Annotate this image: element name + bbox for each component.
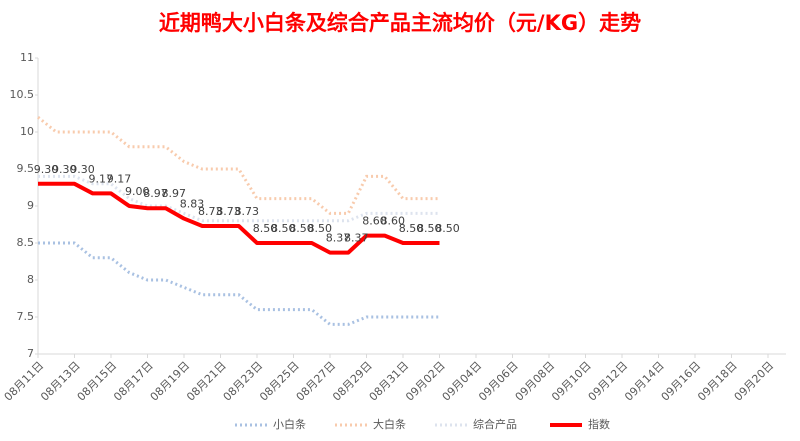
y-tick-label: 7 (27, 347, 34, 360)
y-tick-label: 8.5 (17, 236, 35, 249)
data-label: 8.50 (271, 222, 296, 235)
data-label: 8.50 (308, 222, 333, 235)
data-label: 8.73 (235, 205, 260, 218)
data-label: 8.37 (344, 232, 369, 245)
data-label: 9.00 (125, 185, 150, 198)
legend-label: 大白条 (373, 417, 406, 431)
legend-label: 指数 (588, 417, 610, 431)
data-label: 8.50 (417, 222, 442, 235)
data-label: 8.50 (435, 222, 460, 235)
data-label: 8.73 (198, 205, 223, 218)
data-label: 8.60 (362, 215, 387, 228)
y-tick-label: 10 (20, 125, 34, 138)
data-label: 9.17 (107, 172, 132, 185)
legend-label: 小白条 (273, 417, 306, 431)
series-line (37, 116, 440, 215)
data-label: 9.30 (52, 163, 77, 176)
data-label: 8.60 (381, 215, 406, 228)
data-label: 8.50 (399, 222, 424, 235)
data-label: 8.37 (326, 232, 351, 245)
series-line (38, 181, 440, 255)
chart-title: 近期鸭大小白条及综合产品主流均价（元/KG）走势 (159, 11, 641, 35)
series-line (38, 174, 440, 223)
y-tick-label: 10.5 (10, 88, 35, 101)
data-label: 9.30 (34, 163, 59, 176)
y-tick-label: 7.5 (17, 310, 35, 323)
y-tick-label: 11 (20, 51, 34, 64)
y-tick-label: 9.5 (17, 162, 35, 175)
data-label: 9.17 (89, 172, 114, 185)
data-label: 8.83 (180, 198, 205, 211)
data-label: 8.97 (162, 187, 187, 200)
data-label: 8.50 (253, 222, 278, 235)
data-label: 9.30 (70, 163, 95, 176)
data-label: 8.50 (289, 222, 314, 235)
data-label: 8.97 (143, 187, 168, 200)
data-label: 8.73 (216, 205, 241, 218)
series-line (38, 241, 440, 326)
x-tick-label: 09月20日 (732, 359, 777, 404)
legend-label: 综合产品 (473, 417, 517, 431)
y-tick-label: 9 (27, 199, 34, 212)
y-tick-label: 8 (27, 273, 34, 286)
